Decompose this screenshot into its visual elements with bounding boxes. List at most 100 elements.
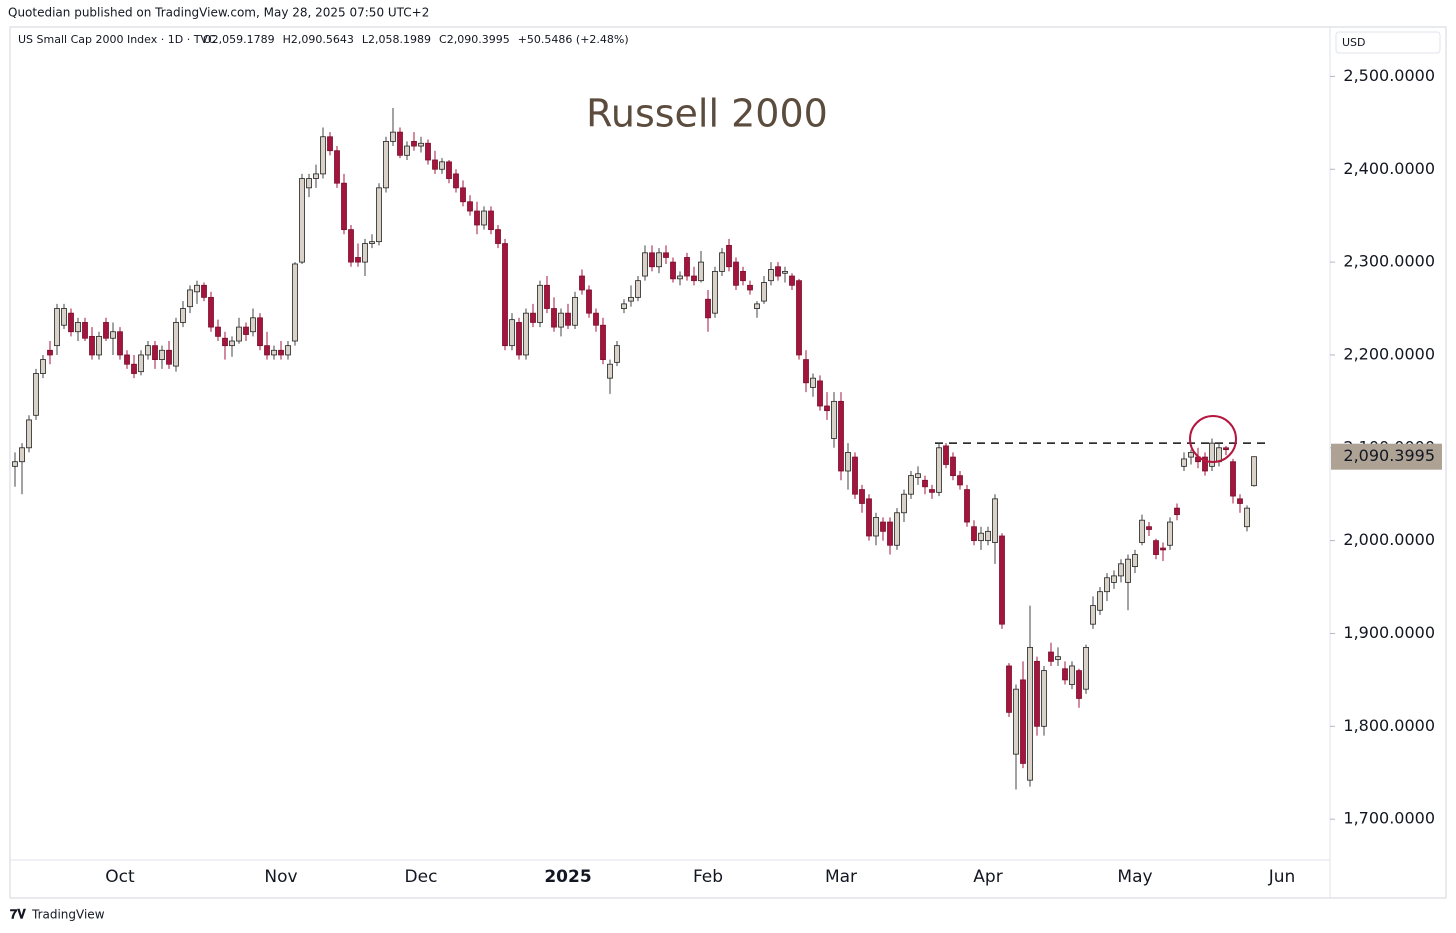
candle-body — [418, 142, 424, 147]
candle-body — [1020, 679, 1026, 764]
candle-body — [320, 136, 326, 175]
candle-body — [628, 296, 634, 302]
candle-body — [1181, 458, 1187, 467]
candle-body — [404, 145, 410, 156]
candle-body — [614, 345, 620, 363]
candle-body — [166, 349, 172, 365]
candle-body — [1104, 577, 1110, 593]
candle-body — [75, 322, 81, 333]
last-price-box — [1331, 443, 1442, 470]
candle-body — [1237, 498, 1243, 504]
candle-body — [796, 280, 802, 356]
x-tick-label: May — [1117, 867, 1152, 887]
chart-frame — [9, 26, 1447, 899]
y-tick-label: 2,300.0000 — [1343, 252, 1435, 271]
candle-body — [215, 326, 221, 337]
candle-body — [1090, 605, 1096, 625]
candle-body — [264, 345, 270, 356]
candle-body — [1223, 447, 1229, 451]
candle-body — [922, 479, 928, 488]
candle-body — [306, 178, 312, 189]
candle-body — [929, 489, 935, 493]
candle-body — [1125, 558, 1131, 583]
candle-body — [698, 261, 704, 282]
y-tick-label: 1,900.0000 — [1343, 623, 1435, 642]
candle-body — [446, 161, 452, 179]
candle-body — [1188, 452, 1194, 458]
candle-body — [257, 317, 263, 347]
currency-box — [1335, 31, 1441, 54]
candle-body — [705, 298, 711, 319]
candle-body — [656, 252, 662, 268]
candle-body — [789, 275, 795, 286]
candle-body — [481, 210, 487, 226]
candle-body — [607, 363, 613, 379]
candle-body — [859, 489, 865, 504]
candle-body — [593, 312, 599, 326]
candle-body — [1034, 660, 1040, 727]
candle-body — [978, 532, 984, 542]
candle-body — [1006, 665, 1012, 713]
candle-body — [376, 187, 382, 243]
candle-body — [1251, 456, 1257, 487]
candle-body — [1013, 688, 1019, 755]
ohlc-value: H2,090.5643 — [283, 33, 354, 46]
candle-body — [61, 308, 67, 326]
candle-body — [495, 229, 501, 244]
candle-body — [894, 512, 900, 546]
candle-body — [1230, 461, 1236, 497]
candle-body — [138, 354, 144, 373]
candle-body — [782, 270, 788, 274]
candle-body — [691, 275, 697, 282]
candle-body — [915, 473, 921, 478]
candle-body — [327, 136, 333, 152]
candle-body — [964, 489, 970, 523]
candle-body — [474, 210, 480, 226]
x-tick-label: Oct — [105, 867, 135, 887]
candle-body — [712, 270, 718, 314]
publisher: Quotedian published on TradingView.com, … — [8, 6, 429, 20]
candle-body — [33, 373, 39, 416]
candle-body — [1118, 563, 1124, 577]
candle-body — [19, 447, 25, 463]
candle-body — [1048, 651, 1054, 662]
candle-body — [649, 252, 655, 268]
x-tick-label: Feb — [693, 867, 723, 887]
candle-body — [985, 530, 991, 542]
candle-body — [887, 521, 893, 546]
candle-body — [187, 289, 193, 308]
candle-body — [831, 400, 837, 439]
candle-body — [383, 141, 389, 189]
candle-body — [110, 331, 116, 339]
candle-body — [950, 456, 956, 477]
y-tick-label: 1,800.0000 — [1343, 716, 1435, 735]
x-tick-label: Jun — [1268, 867, 1296, 887]
candle-body — [775, 266, 781, 277]
y-tick-label: 2,400.0000 — [1343, 159, 1435, 178]
candle-body — [1076, 670, 1082, 699]
candle-body — [425, 142, 431, 161]
candle-body — [1174, 507, 1180, 516]
candle-body — [516, 322, 522, 356]
candle-body — [271, 349, 277, 356]
candle-body — [236, 326, 242, 342]
candle-body — [670, 261, 676, 280]
candle-body — [957, 475, 963, 486]
candle-body — [341, 182, 347, 231]
candle-body — [586, 289, 592, 314]
candle-body — [1069, 665, 1075, 685]
candle-body — [131, 363, 137, 374]
candle-body — [544, 284, 550, 309]
candle-body — [432, 159, 438, 170]
candle-body — [523, 312, 529, 356]
brand-name: TradingView — [31, 908, 105, 922]
brand-logo: 𝟕𝐕 — [10, 908, 26, 923]
candle-body — [663, 252, 669, 258]
candle-body — [943, 445, 949, 465]
candle-body — [1055, 656, 1061, 660]
candle-body — [1202, 456, 1208, 472]
highlight-circle — [1189, 415, 1237, 463]
candle-body — [866, 498, 872, 537]
candle-body — [1027, 646, 1033, 781]
candle-body — [635, 280, 641, 298]
